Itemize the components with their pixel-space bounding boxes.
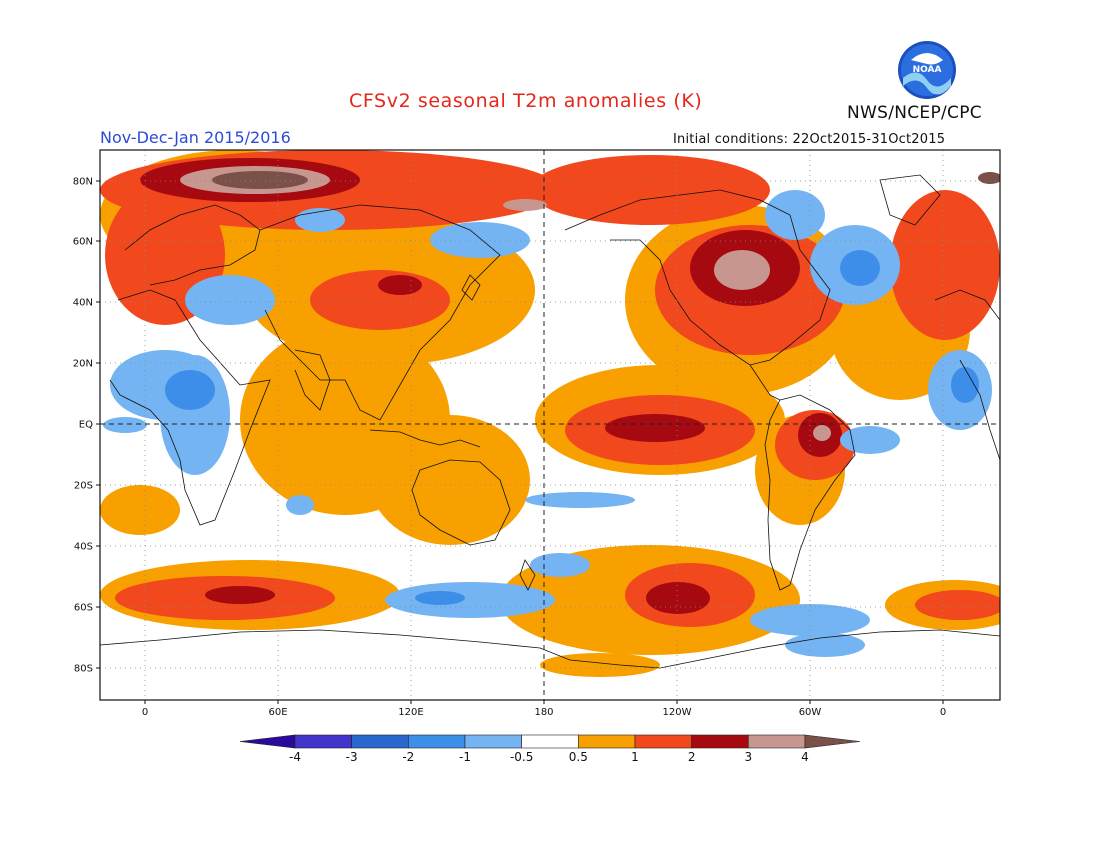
cold-blob <box>103 417 147 433</box>
lon-label: 120E <box>398 707 423 718</box>
warm-blob <box>310 270 450 330</box>
colorbar-tick-label: -3 <box>346 750 358 764</box>
colorbar-segment <box>691 734 749 749</box>
cold-blob <box>840 426 900 454</box>
warm-blob <box>540 653 660 677</box>
cold-blob <box>840 250 880 286</box>
lon-label: 180 <box>534 707 553 718</box>
coastline <box>564 189 831 366</box>
cold-blob <box>286 495 314 515</box>
colorbar-tick-label: 4 <box>801 750 809 764</box>
logo-wave <box>903 72 951 95</box>
lon-label: 0 <box>940 707 946 718</box>
colorbar-segment <box>351 734 409 749</box>
cold-blob <box>165 370 215 410</box>
coastline <box>519 559 536 591</box>
coastline <box>369 429 481 448</box>
coastline <box>100 629 1000 669</box>
warm-blob <box>646 582 710 614</box>
coastline <box>259 204 501 421</box>
cold-blob <box>951 367 979 403</box>
coastline <box>109 289 271 526</box>
lon-label: 0 <box>142 707 148 718</box>
cold-blob <box>765 190 825 240</box>
colorbar-segment <box>408 734 466 749</box>
warm-blob <box>212 171 308 189</box>
coastline <box>411 459 511 546</box>
lat-label: 40S <box>74 542 93 553</box>
cold-blob <box>415 591 465 605</box>
cold-blob <box>785 633 865 657</box>
coastline <box>461 274 481 301</box>
warm-blob <box>370 415 530 545</box>
cold-blob <box>525 492 635 508</box>
warm-blob <box>205 586 275 604</box>
cold-blob <box>430 222 530 258</box>
coastline <box>749 364 781 401</box>
warm-blob <box>890 190 1000 340</box>
warm-blob <box>813 425 831 441</box>
coastline <box>959 359 1000 461</box>
forecast-period: Nov-Dec-Jan 2015/2016 <box>100 128 291 147</box>
warm-blob <box>978 172 1000 184</box>
colorbar-segment <box>748 734 806 749</box>
coastline <box>934 289 1000 321</box>
colorbar-tick-label: -2 <box>402 750 414 764</box>
lon-label: 60W <box>799 707 822 718</box>
map-axes: 80N 60N 40N 20N EQ 20S 40S 60S 80S 0 60E 120E 180 120… <box>73 177 946 719</box>
logo-text: NOAA <box>913 65 942 75</box>
coastline <box>879 174 941 226</box>
colorbar-tick-label: 1 <box>631 750 639 764</box>
lat-label: 80S <box>74 664 93 675</box>
lat-label: EQ <box>79 420 93 431</box>
cold-blob <box>385 582 555 618</box>
logo-bird <box>911 53 943 65</box>
colorbar-segment <box>578 734 636 749</box>
colorbar-segment <box>464 734 522 749</box>
colorbar-tick-label: -1 <box>459 750 471 764</box>
lon-label: 60E <box>268 707 287 718</box>
colorbar-segment <box>294 734 352 749</box>
cold-blob <box>530 553 590 577</box>
lat-label: 60S <box>74 603 93 614</box>
colorbar-tick-label: -0.5 <box>510 750 533 764</box>
colorbar-tick-label: -4 <box>289 750 301 764</box>
organization-label: NWS/NCEP/CPC <box>847 103 982 123</box>
lat-label: 60N <box>73 237 93 248</box>
lat-label: 20N <box>73 359 93 370</box>
coastline <box>294 349 331 411</box>
colorbar-tick-label: 3 <box>745 750 753 764</box>
warm-blob <box>503 199 547 211</box>
colorbar-tick-label: 2 <box>688 750 696 764</box>
graticule <box>100 150 1000 700</box>
cold-blob <box>185 275 275 325</box>
lon-label: 120W <box>663 707 692 718</box>
warm-blob <box>915 590 1000 620</box>
anomaly-regions <box>100 150 1000 677</box>
warm-blob <box>530 155 770 225</box>
warm-blob <box>100 485 180 535</box>
lat-label: 20S <box>74 481 93 492</box>
colorbar-arrow-low <box>239 734 296 749</box>
initial-conditions: Initial conditions: 22Oct2015-31Oct2015 <box>673 132 946 147</box>
colorbar-tick-label: 0.5 <box>569 750 588 764</box>
warm-blob <box>605 414 705 442</box>
map-frame <box>99 149 1001 701</box>
colorbar-segment <box>521 734 579 749</box>
lat-label: 80N <box>73 177 93 188</box>
warm-blob <box>714 250 770 290</box>
colorbar: -4 -3 -2 -1 -0.5 0.5 1 2 3 4 <box>239 734 861 764</box>
coastlines <box>100 174 1000 669</box>
map-plot-area <box>100 150 1000 700</box>
colorbar-segment <box>634 734 692 749</box>
lat-label: 40N <box>73 298 93 309</box>
warm-blob <box>378 275 422 295</box>
colorbar-arrow-high <box>804 734 861 749</box>
coastline <box>764 394 856 591</box>
noaa-logo: NOAA <box>898 41 956 99</box>
map-title: CFSv2 seasonal T2m anomalies (K) <box>349 90 703 112</box>
